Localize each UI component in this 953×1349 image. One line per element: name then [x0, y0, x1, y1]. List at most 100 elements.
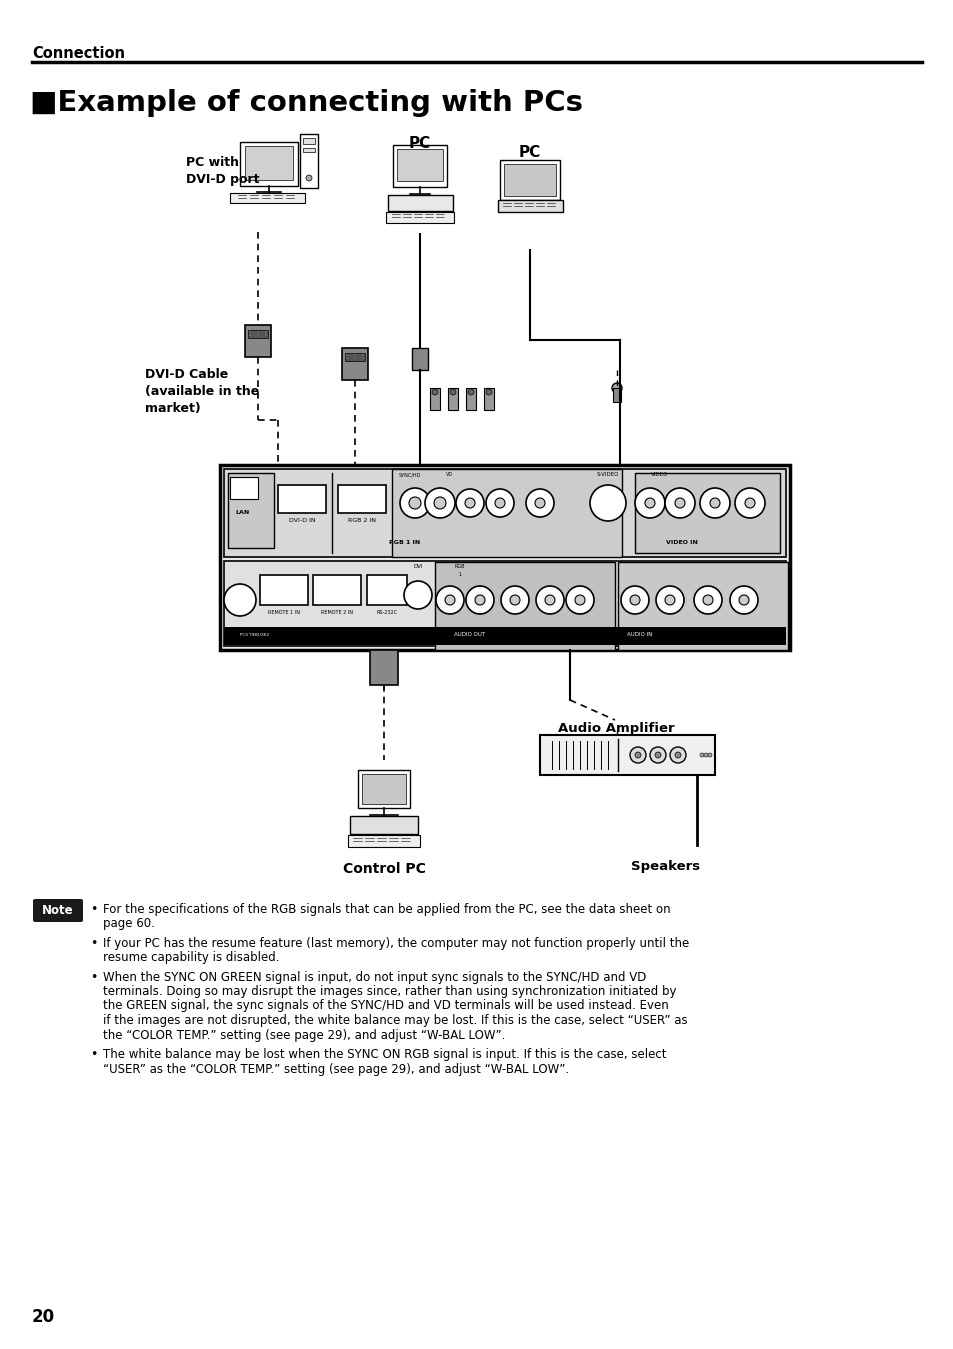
Circle shape — [729, 585, 758, 614]
Circle shape — [500, 585, 529, 614]
Circle shape — [346, 353, 348, 356]
Bar — [497, 200, 562, 212]
Bar — [396, 148, 442, 181]
Circle shape — [702, 595, 712, 604]
Circle shape — [464, 498, 475, 509]
Text: if the images are not disrupted, the white balance may be lost. If this is the c: if the images are not disrupted, the whi… — [103, 1014, 687, 1027]
Text: The white balance may be lost when the SYNC ON RGB signal is input. If this is t: The white balance may be lost when the S… — [103, 1048, 666, 1062]
Circle shape — [346, 357, 348, 359]
Circle shape — [675, 751, 680, 758]
Circle shape — [655, 751, 660, 758]
Text: PC: PC — [518, 144, 540, 161]
Text: PCS T985/XK2: PCS T985/XK2 — [240, 633, 269, 637]
Circle shape — [656, 585, 683, 614]
Text: DVI-D Cable
(available in the
market): DVI-D Cable (available in the market) — [145, 368, 259, 415]
Circle shape — [436, 585, 463, 614]
Circle shape — [361, 357, 364, 359]
Bar — [613, 389, 620, 402]
Bar — [483, 389, 494, 410]
Bar — [348, 835, 419, 847]
Circle shape — [256, 331, 258, 333]
Circle shape — [629, 747, 645, 764]
Bar — [303, 138, 314, 144]
Circle shape — [224, 584, 255, 616]
Circle shape — [664, 488, 695, 518]
Text: “USER” as the “COLOR TEMP.” setting (see page 29), and adjust “W-BAL LOW”.: “USER” as the “COLOR TEMP.” setting (see… — [103, 1063, 569, 1075]
Bar — [435, 563, 615, 650]
Bar — [465, 389, 476, 410]
Circle shape — [649, 747, 665, 764]
Circle shape — [424, 488, 455, 518]
Text: For the specifications of the RGB signals that can be applied from the PC, see t: For the specifications of the RGB signal… — [103, 902, 670, 916]
Circle shape — [669, 747, 685, 764]
Bar — [313, 575, 360, 604]
Circle shape — [700, 753, 703, 757]
Bar — [303, 148, 314, 152]
Text: the GREEN signal, the sync signals of the SYNC/HD and VD terminals will be used : the GREEN signal, the sync signals of th… — [103, 1000, 668, 1013]
Circle shape — [485, 389, 492, 395]
Circle shape — [620, 585, 648, 614]
Circle shape — [739, 595, 748, 604]
Text: When the SYNC ON GREEN signal is input, do not input sync signals to the SYNC/HD: When the SYNC ON GREEN signal is input, … — [103, 970, 646, 983]
Circle shape — [612, 383, 621, 393]
Text: the “COLOR TEMP.” setting (see page 29), and adjust “W-BAL LOW”.: the “COLOR TEMP.” setting (see page 29),… — [103, 1028, 505, 1041]
Circle shape — [709, 498, 720, 509]
FancyBboxPatch shape — [33, 898, 83, 921]
Circle shape — [693, 585, 721, 614]
Text: SYNC/HD: SYNC/HD — [398, 472, 420, 478]
Bar — [357, 770, 410, 808]
Bar — [230, 193, 305, 202]
Circle shape — [707, 753, 711, 757]
Text: 20: 20 — [32, 1309, 55, 1326]
Bar — [499, 161, 559, 200]
Text: ■Example of connecting with PCs: ■Example of connecting with PCs — [30, 89, 582, 117]
Bar — [350, 816, 417, 834]
Text: DVI: DVI — [413, 564, 422, 569]
Bar — [430, 389, 439, 410]
Text: DVI-D IN: DVI-D IN — [289, 518, 315, 522]
Text: REMOTE 2 IN: REMOTE 2 IN — [320, 611, 353, 615]
Bar — [248, 331, 268, 339]
Text: resume capability is disabled.: resume capability is disabled. — [103, 951, 279, 965]
Circle shape — [703, 753, 707, 757]
Text: •: • — [91, 936, 97, 950]
Circle shape — [399, 488, 430, 518]
Text: RGB: RGB — [455, 564, 465, 569]
Circle shape — [734, 488, 764, 518]
Circle shape — [675, 498, 684, 509]
Circle shape — [635, 488, 664, 518]
Circle shape — [644, 498, 655, 509]
Circle shape — [434, 496, 446, 509]
Circle shape — [664, 595, 675, 604]
Circle shape — [629, 595, 639, 604]
Bar — [392, 469, 621, 557]
Bar — [245, 146, 293, 179]
Bar — [341, 348, 368, 380]
Bar — [361, 774, 406, 804]
Circle shape — [468, 389, 474, 395]
Text: terminals. Doing so may disrupt the images since, rather than using synchronizat: terminals. Doing so may disrupt the imag… — [103, 985, 676, 998]
Bar — [386, 212, 454, 223]
Text: RGB 2 IN: RGB 2 IN — [348, 518, 375, 522]
Bar — [240, 142, 297, 186]
Text: RS-232C: RS-232C — [376, 611, 397, 615]
Circle shape — [403, 581, 432, 608]
Text: VD: VD — [446, 472, 453, 478]
Circle shape — [306, 175, 312, 181]
Bar — [224, 561, 785, 646]
Bar — [370, 650, 397, 685]
Bar — [393, 144, 447, 188]
Circle shape — [456, 488, 483, 517]
Circle shape — [354, 353, 355, 356]
Circle shape — [249, 331, 251, 333]
Circle shape — [450, 389, 456, 395]
Circle shape — [565, 585, 594, 614]
Bar — [230, 478, 257, 499]
Text: S-VIDEO: S-VIDEO — [597, 472, 618, 478]
Bar — [539, 735, 714, 774]
Circle shape — [432, 389, 437, 395]
Circle shape — [361, 353, 364, 356]
Bar — [635, 473, 780, 553]
Text: page 60.: page 60. — [103, 917, 154, 929]
Circle shape — [536, 585, 563, 614]
